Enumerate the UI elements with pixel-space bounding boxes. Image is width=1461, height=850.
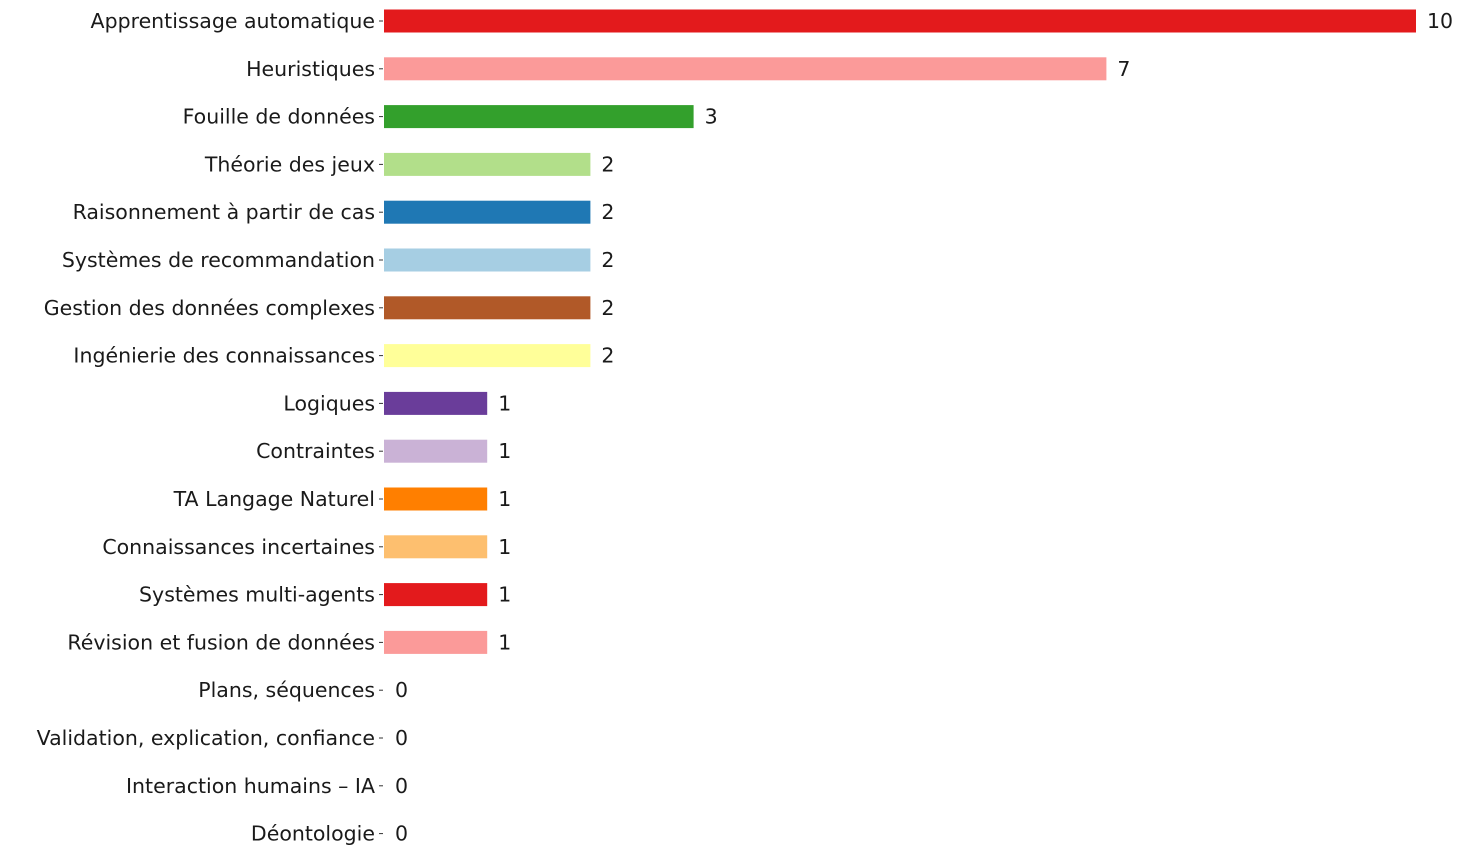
category-label: TA Langage Naturel (173, 487, 375, 511)
category-label: Contraintes (256, 439, 375, 463)
category-label: Fouille de données (183, 105, 375, 129)
category-label: Plans, séquences (198, 678, 375, 702)
value-label: 1 (498, 630, 511, 654)
category-label: Révision et fusion de données (67, 630, 375, 654)
category-label: Systèmes multi-agents (139, 583, 375, 607)
value-label: 2 (601, 344, 614, 368)
value-label: 1 (498, 583, 511, 607)
bar (384, 152, 591, 176)
category-label: Heuristiques (246, 57, 375, 81)
value-label: 1 (498, 535, 511, 559)
category-label: Théorie des jeux (204, 152, 375, 176)
category-label: Ingénierie des connaissances (73, 344, 375, 368)
category-label: Connaissances incertaines (102, 535, 375, 559)
value-label: 7 (1117, 57, 1130, 81)
value-label: 2 (601, 296, 614, 320)
bar (384, 200, 591, 224)
bar (384, 583, 488, 607)
category-label: Déontologie (251, 822, 375, 846)
value-label: 0 (395, 678, 408, 702)
bar (384, 344, 591, 368)
bar (384, 487, 488, 511)
value-label: 2 (601, 152, 614, 176)
category-label: Raisonnement à partir de cas (73, 200, 375, 224)
bars (384, 9, 1416, 654)
bar (384, 248, 591, 272)
value-label: 1 (498, 391, 511, 415)
bar (384, 535, 488, 559)
category-label: Gestion des données complexes (44, 296, 375, 320)
category-label: Logiques (283, 391, 375, 415)
bar (384, 439, 488, 463)
y-ticks (379, 20, 383, 835)
bar (384, 391, 488, 415)
value-label: 2 (601, 248, 614, 272)
value-label: 1 (498, 439, 511, 463)
value-label: 3 (705, 105, 718, 129)
category-labels: Apprentissage automatique Heuristiques Fou… (37, 9, 375, 846)
value-label: 0 (395, 726, 408, 750)
category-label: Apprentissage automatique (91, 9, 375, 33)
value-label: 10 (1427, 9, 1453, 33)
value-label: 1 (498, 487, 511, 511)
bar (384, 9, 1416, 33)
category-label: Systèmes de recommandation (62, 248, 375, 272)
bar (384, 296, 591, 320)
value-label: 2 (601, 200, 614, 224)
bar (384, 630, 488, 654)
value-label: 0 (395, 822, 408, 846)
bar (384, 57, 1107, 81)
value-label: 0 (395, 774, 408, 798)
category-label: Interaction humains – IA (126, 774, 375, 798)
category-label: Validation, explication, confiance (37, 726, 375, 750)
bar (384, 105, 694, 129)
